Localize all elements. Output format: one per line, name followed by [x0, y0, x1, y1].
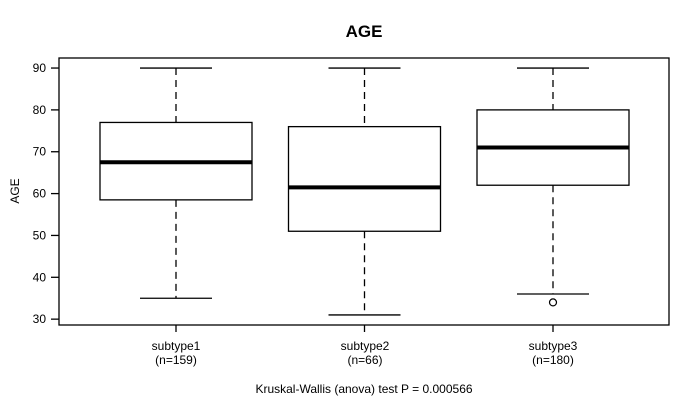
y-axis-tick-label: 60 — [33, 187, 47, 201]
category-label: subtype2 — [340, 339, 390, 353]
x-tick-label-group-3: subtype3 (n=180) — [529, 339, 578, 367]
y-axis-tick-label: 90 — [33, 61, 47, 75]
x-tick-label-group-1: subtype1 (n=159) — [152, 339, 201, 367]
iqr-box — [287, 125, 442, 232]
stat-test-caption: Kruskal-Wallis (anova) test P = 0.000566 — [255, 382, 473, 396]
x-tick-label-group-2: subtype2 (n=66) — [341, 339, 390, 367]
y-axis-tick-label: 40 — [33, 270, 47, 284]
outlier-point — [548, 298, 558, 307]
category-count-label: (n=159) — [155, 353, 197, 367]
category-count-label: (n=66) — [347, 353, 383, 367]
category-label: subtype1 — [151, 339, 201, 353]
category-count-label: (n=180) — [532, 353, 574, 367]
category-label: subtype3 — [528, 339, 578, 353]
chart-title: AGE — [345, 22, 383, 41]
y-axis-tick-label: 70 — [33, 145, 47, 159]
y-axis-tick-label: 50 — [33, 228, 47, 242]
y-axis-tick-label: 80 — [33, 103, 47, 117]
y-axis-tick-label: 30 — [33, 312, 47, 326]
